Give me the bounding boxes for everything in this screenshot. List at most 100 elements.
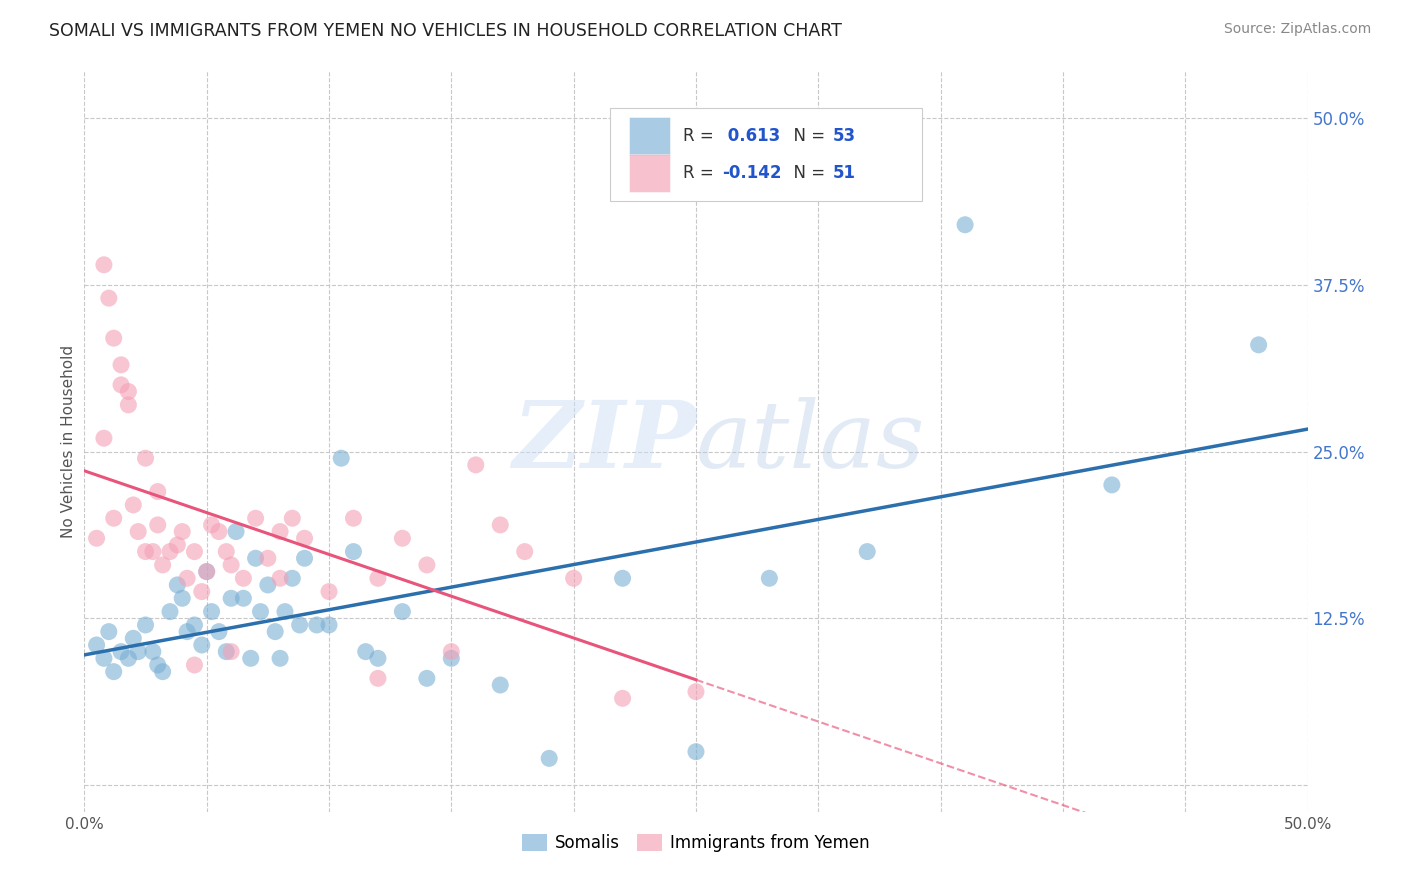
- Point: [219, 591, 242, 606]
- Point: [232, 591, 254, 606]
- Point: [562, 571, 585, 585]
- Text: SOMALI VS IMMIGRANTS FROM YEMEN NO VEHICLES IN HOUSEHOLD CORRELATION CHART: SOMALI VS IMMIGRANTS FROM YEMEN NO VEHIC…: [49, 22, 842, 40]
- Point: [208, 524, 231, 539]
- Point: [294, 531, 316, 545]
- Point: [135, 544, 157, 558]
- Text: 51: 51: [832, 164, 856, 182]
- Text: 53: 53: [832, 127, 856, 145]
- Text: R =: R =: [682, 164, 718, 182]
- Point: [538, 751, 561, 765]
- Point: [142, 544, 165, 558]
- Point: [219, 645, 242, 659]
- Point: [342, 511, 364, 525]
- Point: [264, 624, 287, 639]
- Point: [195, 565, 218, 579]
- Point: [103, 665, 125, 679]
- Point: [215, 645, 238, 659]
- Point: [183, 544, 205, 558]
- Point: [93, 431, 115, 445]
- Point: [135, 451, 157, 466]
- Point: [274, 605, 297, 619]
- Point: [176, 624, 198, 639]
- Point: [127, 645, 149, 659]
- Point: [103, 511, 125, 525]
- Point: [440, 645, 463, 659]
- Point: [269, 524, 291, 539]
- Point: [195, 565, 218, 579]
- Point: [146, 517, 169, 532]
- Point: [172, 591, 194, 606]
- Point: [391, 605, 413, 619]
- Point: [294, 551, 316, 566]
- Point: [86, 638, 108, 652]
- Point: [219, 558, 242, 572]
- Point: [245, 511, 267, 525]
- Point: [110, 358, 132, 372]
- Point: [172, 524, 194, 539]
- Point: [354, 645, 377, 659]
- Point: [200, 605, 222, 619]
- Point: [1101, 478, 1123, 492]
- Point: [953, 218, 976, 232]
- Point: [856, 544, 879, 558]
- Point: [1247, 338, 1270, 352]
- Point: [269, 651, 291, 665]
- Point: [117, 398, 139, 412]
- Point: [93, 258, 115, 272]
- Point: [269, 571, 291, 585]
- Text: atlas: atlas: [696, 397, 925, 486]
- Point: [225, 524, 247, 539]
- Point: [127, 524, 149, 539]
- Point: [416, 558, 439, 572]
- Y-axis label: No Vehicles in Household: No Vehicles in Household: [60, 345, 76, 538]
- Point: [685, 684, 707, 698]
- Text: ZIP: ZIP: [512, 397, 696, 486]
- Point: [758, 571, 780, 585]
- Point: [191, 584, 214, 599]
- Point: [416, 671, 439, 685]
- FancyBboxPatch shape: [628, 153, 671, 192]
- Point: [239, 651, 262, 665]
- Point: [281, 511, 304, 525]
- Point: [342, 544, 364, 558]
- Point: [146, 657, 169, 672]
- Text: -0.142: -0.142: [721, 164, 782, 182]
- Point: [489, 678, 512, 692]
- Point: [305, 618, 328, 632]
- Point: [86, 531, 108, 545]
- Point: [249, 605, 271, 619]
- Point: [152, 558, 174, 572]
- Point: [110, 377, 132, 392]
- Point: [176, 571, 198, 585]
- Point: [612, 571, 634, 585]
- Point: [513, 544, 536, 558]
- Legend: Somalis, Immigrants from Yemen: Somalis, Immigrants from Yemen: [516, 828, 876, 859]
- Point: [281, 571, 304, 585]
- Text: 0.613: 0.613: [721, 127, 780, 145]
- Text: N =: N =: [783, 164, 830, 182]
- Point: [318, 584, 340, 599]
- Point: [122, 498, 145, 512]
- Point: [208, 624, 231, 639]
- Point: [97, 624, 120, 639]
- Point: [103, 331, 125, 345]
- Text: N =: N =: [783, 127, 830, 145]
- Point: [215, 544, 238, 558]
- Point: [183, 618, 205, 632]
- Point: [288, 618, 311, 632]
- Point: [152, 665, 174, 679]
- FancyBboxPatch shape: [610, 109, 922, 201]
- Point: [440, 651, 463, 665]
- Point: [122, 632, 145, 646]
- Point: [117, 651, 139, 665]
- Point: [464, 458, 486, 472]
- Point: [166, 538, 188, 552]
- Point: [489, 517, 512, 532]
- Point: [612, 691, 634, 706]
- Point: [200, 517, 222, 532]
- Point: [159, 544, 181, 558]
- Point: [257, 551, 280, 566]
- Point: [93, 651, 115, 665]
- Point: [142, 645, 165, 659]
- Point: [367, 651, 389, 665]
